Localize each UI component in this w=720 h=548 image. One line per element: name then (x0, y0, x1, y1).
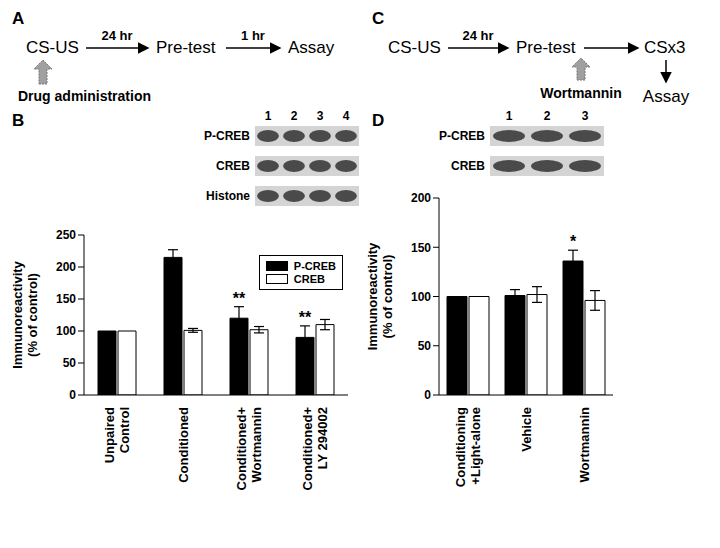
svg-text:100: 100 (411, 290, 431, 304)
svg-text:CS-US: CS-US (388, 38, 441, 57)
svg-text:3: 3 (317, 109, 324, 123)
svg-text:Assay: Assay (288, 38, 335, 57)
svg-text:Assay: Assay (643, 87, 690, 106)
svg-text:24 hr: 24 hr (462, 28, 493, 43)
svg-text:Drug administration: Drug administration (18, 88, 151, 104)
svg-text:Conditioned+LY 294002: Conditioned+LY 294002 (300, 407, 329, 491)
svg-text:Immunoreactivity(% of control): Immunoreactivity(% of control) (365, 242, 395, 350)
svg-text:P-CREB: P-CREB (439, 129, 485, 143)
svg-text:50: 50 (418, 339, 432, 353)
svg-text:Conditioning+Light-alone: Conditioning+Light-alone (453, 407, 482, 487)
svg-text:1: 1 (506, 109, 513, 123)
svg-text:4: 4 (343, 109, 350, 123)
svg-text:1: 1 (265, 109, 272, 123)
svg-text:Wortmannin: Wortmannin (540, 85, 621, 101)
svg-text:0: 0 (69, 388, 76, 402)
html-text:CREB: CREB (293, 273, 325, 285)
svg-text:A: A (12, 9, 24, 28)
svg-text:2: 2 (291, 109, 298, 123)
svg-text:Conditioned: Conditioned (176, 407, 191, 483)
svg-text:250: 250 (56, 228, 76, 242)
svg-text:CREB: CREB (451, 159, 485, 173)
svg-text:150: 150 (411, 241, 431, 255)
svg-text:D: D (372, 111, 384, 130)
svg-text:Vehicle: Vehicle (519, 407, 534, 452)
svg-text:Conditioned+Wortmannin: Conditioned+Wortmannin (234, 407, 263, 491)
svg-text:Immunoreactivity(% of control): Immunoreactivity(% of control) (10, 260, 40, 368)
svg-text:Pre-test: Pre-test (156, 38, 216, 57)
svg-text:1 hr: 1 hr (241, 28, 265, 43)
svg-text:50: 50 (63, 356, 77, 370)
svg-text:2: 2 (544, 109, 551, 123)
svg-text:200: 200 (56, 260, 76, 274)
svg-text:Pre-test: Pre-test (516, 38, 576, 57)
svg-text:B: B (12, 111, 24, 130)
svg-text:*: * (570, 233, 577, 250)
svg-text:150: 150 (56, 292, 76, 306)
svg-text:CS-US: CS-US (26, 38, 79, 57)
svg-text:Wortmannin: Wortmannin (577, 407, 592, 483)
svg-text:Histone: Histone (206, 189, 250, 203)
svg-text:0: 0 (424, 388, 431, 402)
svg-text:100: 100 (56, 324, 76, 338)
svg-text:P-CREB: P-CREB (204, 129, 250, 143)
svg-text:3: 3 (582, 109, 589, 123)
svg-text:**: ** (233, 290, 246, 307)
svg-text:C: C (372, 9, 384, 28)
svg-text:24 hr: 24 hr (101, 28, 132, 43)
svg-text:**: ** (299, 309, 312, 326)
html-text:P-CREB: P-CREB (293, 260, 336, 272)
svg-text:UnpairedControl: UnpairedControl (102, 407, 131, 463)
svg-text:200: 200 (411, 191, 431, 205)
svg-text:CREB: CREB (216, 159, 250, 173)
svg-text:CSx3: CSx3 (644, 38, 686, 57)
